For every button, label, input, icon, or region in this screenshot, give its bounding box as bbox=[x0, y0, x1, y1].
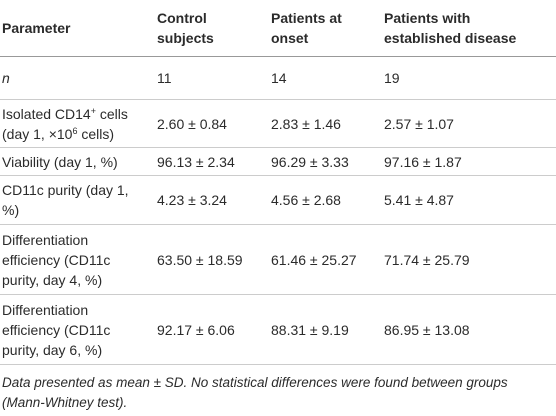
value-cell: 2.57 ± 1.07 bbox=[382, 99, 556, 148]
value-cell: 11 bbox=[155, 56, 269, 100]
value-cell: 92.17 ± 6.06 bbox=[155, 294, 269, 365]
value-cell: 4.23 ± 3.24 bbox=[155, 175, 269, 225]
header-row: Parameter Control subjects Patients at ons… bbox=[0, 0, 556, 57]
superscript: + bbox=[90, 105, 96, 116]
label-text: Differentiation efficiency (CD11c purity… bbox=[2, 231, 111, 288]
label-text: cells (day 1, ×10 bbox=[2, 105, 128, 142]
row-label: Differentiation efficiency (CD11c purity… bbox=[0, 224, 155, 295]
value-cell: 2.60 ± 0.84 bbox=[155, 99, 269, 148]
row-label: CD11c purity (day 1, %) bbox=[0, 175, 155, 225]
value-cell: 63.50 ± 18.59 bbox=[155, 224, 269, 295]
value-cell: 86.95 ± 13.08 bbox=[382, 294, 556, 365]
superscript: 6 bbox=[72, 125, 78, 136]
value-cell: 2.83 ± 1.46 bbox=[269, 99, 382, 148]
value-cell: 4.56 ± 2.68 bbox=[269, 175, 382, 225]
value-cell: 71.74 ± 25.79 bbox=[382, 224, 556, 295]
table-body: n 11 14 19 Isolated CD14+ cells (day 1, ×106… bbox=[0, 56, 556, 365]
table-row: Isolated CD14+ cells (day 1, ×106 cells)… bbox=[0, 99, 556, 148]
label-text: CD11c purity (day 1, %) bbox=[2, 182, 129, 218]
label-text: n bbox=[2, 70, 10, 86]
value-cell: 61.46 ± 25.27 bbox=[269, 224, 382, 295]
value-cell: 88.31 ± 9.19 bbox=[269, 294, 382, 365]
row-label: Differentiation efficiency (CD11c purity… bbox=[0, 294, 155, 365]
value-cell: 96.13 ± 2.34 bbox=[155, 147, 269, 176]
data-table: Parameter Control subjects Patients at ons… bbox=[0, 0, 556, 365]
row-label: n bbox=[0, 56, 155, 100]
value-cell: 5.41 ± 4.87 bbox=[382, 175, 556, 225]
value-cell: 96.29 ± 3.33 bbox=[269, 147, 382, 176]
header-cell: Parameter bbox=[0, 0, 155, 57]
table-row: Differentiation efficiency (CD11c purity… bbox=[0, 294, 556, 365]
value-cell: 19 bbox=[382, 56, 556, 100]
row-label: Isolated CD14+ cells (day 1, ×106 cells) bbox=[0, 99, 155, 148]
header-cell: Patients at onset bbox=[269, 0, 382, 57]
label-text: Isolated CD14 bbox=[2, 105, 91, 122]
label-text: Viability (day 1, %) bbox=[2, 153, 118, 170]
table-row: CD11c purity (day 1, %) 4.23 ± 3.24 4.56 ±… bbox=[0, 175, 556, 225]
footnote: Data presented as mean ± SD. No statisti… bbox=[2, 375, 508, 410]
label-text: cells) bbox=[77, 125, 115, 142]
value-cell: 97.16 ± 1.87 bbox=[382, 147, 556, 176]
value-cell: 14 bbox=[269, 56, 382, 100]
row-label: Viability (day 1, %) bbox=[0, 147, 155, 176]
header-cell: Control subjects bbox=[155, 0, 269, 57]
header-cell: Patients with established disease bbox=[382, 0, 556, 57]
table-row: Differentiation efficiency (CD11c purity… bbox=[0, 224, 556, 295]
table-row: Viability (day 1, %) 96.13 ± 2.34 96.29 ± … bbox=[0, 147, 556, 176]
label-text: Differentiation efficiency (CD11c purity… bbox=[2, 301, 111, 358]
table-row: n 11 14 19 bbox=[0, 56, 556, 100]
